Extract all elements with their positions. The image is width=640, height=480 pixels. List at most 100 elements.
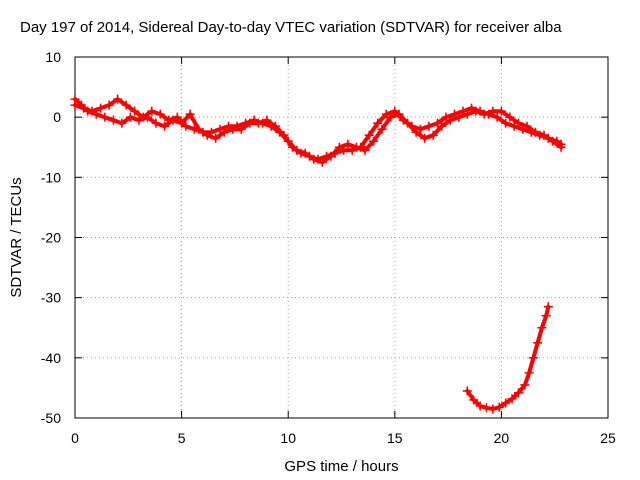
data-point — [224, 121, 234, 131]
data-point — [522, 121, 532, 131]
chart-title: Day 197 of 2014, Sidereal Day-to-day VTE… — [20, 19, 562, 36]
data-point — [211, 133, 221, 143]
data-point — [501, 398, 511, 408]
data-point — [556, 142, 566, 152]
data-point — [528, 353, 538, 363]
data-point — [275, 127, 285, 137]
data-point — [108, 115, 118, 125]
y-tick-label: -10 — [41, 169, 61, 185]
data-point — [507, 394, 517, 404]
data-point — [70, 100, 80, 110]
series-trace — [465, 304, 551, 411]
data-series — [70, 94, 566, 414]
data-point — [283, 136, 293, 146]
data-point — [524, 368, 534, 378]
data-point — [479, 109, 489, 119]
data-point — [206, 127, 216, 137]
data-point — [488, 106, 498, 116]
data-point — [113, 94, 123, 104]
data-point — [138, 112, 148, 122]
data-point — [241, 118, 251, 128]
data-point — [454, 112, 464, 122]
data-point — [364, 130, 374, 140]
y-axis-label: SDTVAR / TECUs — [8, 177, 25, 297]
x-tick-label: 15 — [387, 430, 403, 446]
data-point — [513, 118, 523, 128]
data-point — [496, 106, 506, 116]
data-point — [198, 127, 208, 137]
data-point — [386, 112, 396, 122]
data-point — [513, 388, 523, 398]
data-point — [151, 118, 161, 128]
data-point — [117, 118, 127, 128]
x-tick-label: 5 — [178, 430, 186, 446]
y-tick-label: -40 — [41, 350, 61, 366]
data-point — [266, 121, 276, 131]
data-point — [368, 136, 378, 146]
y-tick-label: 0 — [53, 109, 61, 125]
data-point — [121, 100, 131, 110]
data-point — [462, 386, 472, 396]
data-point — [343, 139, 353, 149]
y-tick-label: -50 — [41, 410, 61, 426]
data-point — [394, 109, 404, 119]
x-tick-label: 0 — [71, 430, 79, 446]
data-point — [215, 124, 225, 134]
data-point — [494, 402, 504, 412]
data-point — [189, 124, 199, 134]
x-tick-label: 20 — [494, 430, 510, 446]
series-trace — [73, 97, 564, 165]
data-point — [539, 130, 549, 140]
data-point — [100, 112, 110, 122]
data-point — [445, 115, 455, 125]
data-point — [411, 127, 421, 137]
data-point — [377, 124, 387, 134]
data-point — [471, 106, 481, 116]
data-point — [334, 142, 344, 152]
data-point — [437, 121, 447, 131]
data-point — [130, 106, 140, 116]
data-point — [548, 136, 558, 146]
x-tick-label: 25 — [600, 430, 616, 446]
data-point — [232, 121, 242, 131]
data-point — [96, 103, 106, 113]
data-point — [164, 115, 174, 125]
data-point — [155, 109, 165, 119]
data-point — [488, 404, 498, 414]
data-point — [79, 103, 89, 113]
data-point — [309, 154, 319, 164]
data-point — [481, 403, 491, 413]
data-point — [475, 401, 485, 411]
y-tick-label: -30 — [41, 290, 61, 306]
series-2 — [70, 94, 566, 167]
data-point — [541, 311, 551, 321]
data-point — [317, 157, 327, 167]
data-point — [181, 121, 191, 131]
data-point — [104, 100, 114, 110]
data-point — [531, 127, 541, 137]
data-point — [424, 121, 434, 131]
data-point — [87, 106, 97, 116]
data-point — [172, 112, 182, 122]
data-point — [185, 109, 195, 119]
data-point — [249, 115, 259, 125]
data-point — [147, 106, 157, 116]
data-point — [537, 323, 547, 333]
data-point — [160, 121, 170, 131]
y-tick-label: -20 — [41, 230, 61, 246]
data-point — [373, 118, 383, 128]
chart-axes: 0 5 10 15 20 25 10 0 -10 -20 -30 -40 -50 — [41, 49, 616, 446]
data-point — [351, 142, 361, 152]
series-trace — [73, 97, 564, 162]
data-point — [300, 148, 310, 158]
data-point — [492, 112, 502, 122]
data-point — [505, 112, 515, 122]
data-point — [462, 109, 472, 119]
y-tick-label: 10 — [45, 49, 61, 65]
data-point — [326, 151, 336, 161]
data-point — [469, 395, 479, 405]
series-1 — [70, 94, 566, 164]
data-point — [501, 118, 511, 128]
data-point — [428, 130, 438, 140]
